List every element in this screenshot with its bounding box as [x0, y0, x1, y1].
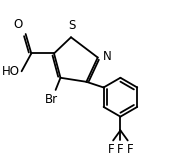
Text: N: N [103, 50, 111, 63]
Text: Br: Br [45, 93, 58, 106]
Text: O: O [13, 18, 23, 31]
Text: S: S [68, 19, 75, 32]
Text: F: F [127, 143, 133, 156]
Text: F: F [107, 143, 114, 156]
Text: F: F [117, 143, 124, 156]
Text: HO: HO [2, 65, 20, 78]
